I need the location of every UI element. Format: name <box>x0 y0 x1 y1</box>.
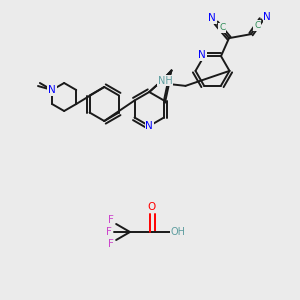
Text: N: N <box>48 85 56 95</box>
Text: N: N <box>146 121 153 131</box>
Text: N: N <box>263 12 271 22</box>
Text: F: F <box>106 227 112 237</box>
Text: N: N <box>198 50 206 60</box>
Text: F: F <box>108 239 114 249</box>
Text: OH: OH <box>170 227 185 237</box>
Text: NH: NH <box>158 76 172 85</box>
Text: N: N <box>208 13 216 23</box>
Text: O: O <box>148 202 156 212</box>
Text: F: F <box>108 215 114 225</box>
Text: C: C <box>254 21 260 30</box>
Text: C: C <box>219 23 225 32</box>
